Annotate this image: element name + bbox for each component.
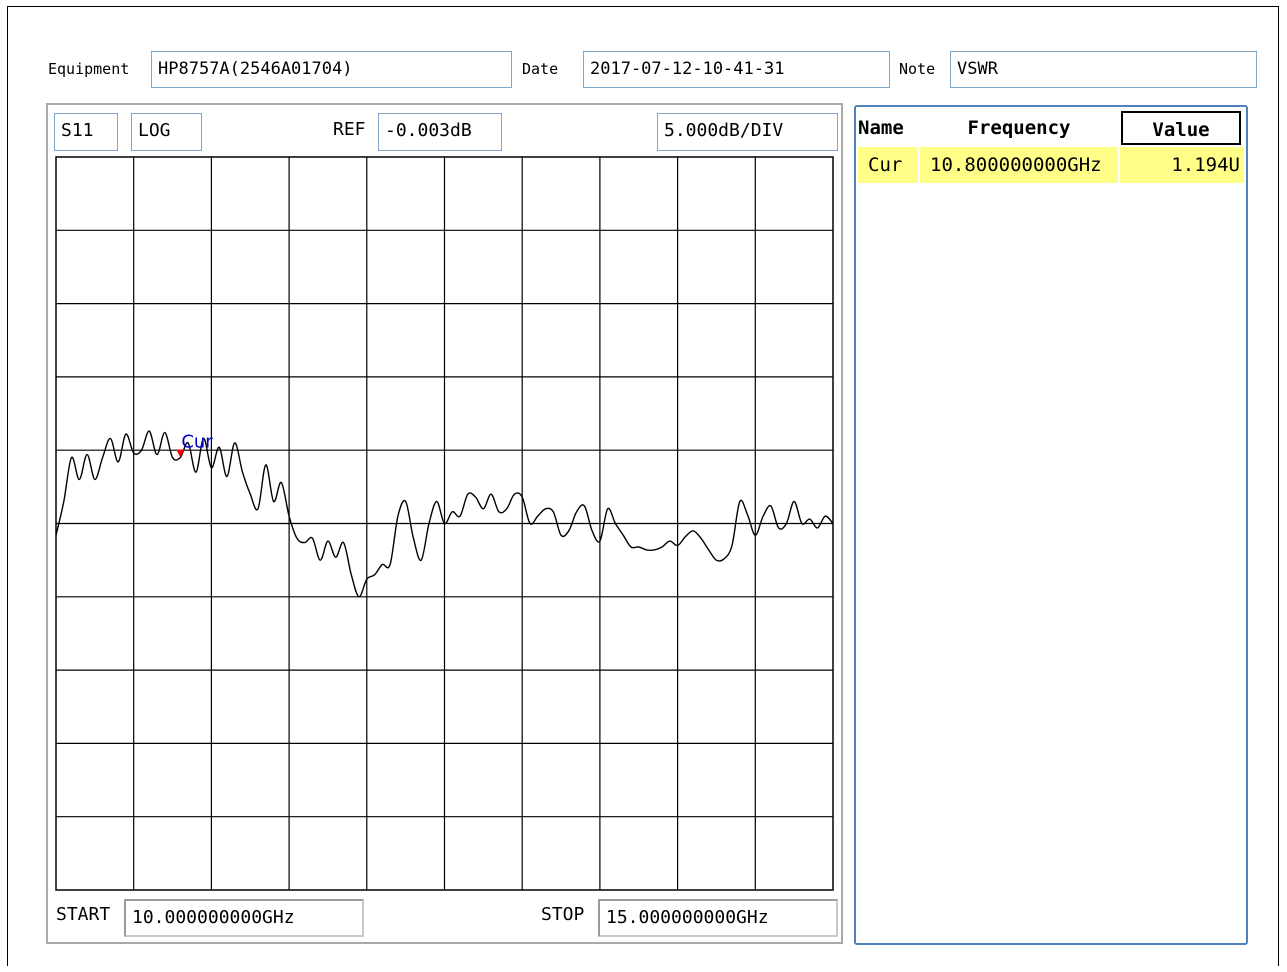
stop-label: STOP <box>541 904 585 925</box>
date-label: Date <box>522 60 559 78</box>
plot-panel: S11 LOG REF -0.003dB 5.000dB/DIV Cur STA… <box>46 103 843 944</box>
date-field[interactable]: 2017-07-12-10-41-31 <box>583 51 890 88</box>
marker-icon[interactable] <box>176 449 185 458</box>
header-name[interactable]: Name <box>858 117 904 139</box>
equipment-field[interactable]: HP8757A(2546A01704) <box>151 51 512 88</box>
ref-label: REF <box>333 119 366 140</box>
header-value[interactable]: Value <box>1121 111 1241 145</box>
window-frame <box>7 6 1279 966</box>
trace-chart[interactable]: Cur <box>48 105 841 895</box>
marker-table: Name Frequency Value Cur 10.800000000GHz… <box>854 105 1248 945</box>
format-field[interactable]: LOG <box>131 113 202 151</box>
note-field[interactable]: VSWR <box>950 51 1257 88</box>
start-field[interactable]: 10.000000000GHz <box>124 899 364 937</box>
marker-label: Cur <box>181 432 213 453</box>
scale-field[interactable]: 5.000dB/DIV <box>657 113 838 151</box>
parameter-field[interactable]: S11 <box>54 113 118 151</box>
header-frequency[interactable]: Frequency <box>967 117 1071 139</box>
start-label: START <box>56 904 111 925</box>
trace-line <box>55 430 834 598</box>
ref-field[interactable]: -0.003dB <box>378 113 502 151</box>
note-label: Note <box>899 60 936 78</box>
row-name-cell[interactable]: Cur <box>858 147 918 183</box>
row-value-cell[interactable]: 1.194U <box>1120 147 1244 183</box>
row-frequency-cell[interactable]: 10.800000000GHz <box>920 147 1118 183</box>
equipment-label: Equipment <box>48 60 130 78</box>
stop-field[interactable]: 15.000000000GHz <box>598 899 838 937</box>
